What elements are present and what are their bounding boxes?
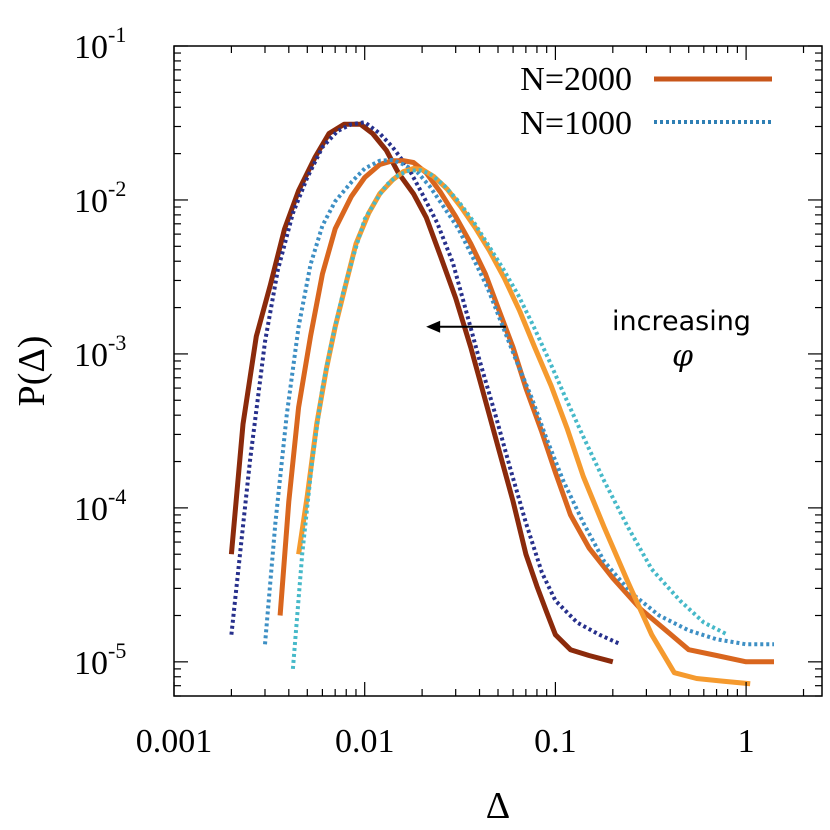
- annotation-text: increasing: [612, 306, 751, 337]
- y-tick-label: 10-4: [74, 484, 126, 528]
- x-tick-labels: 0.001 0.01 0.1 1: [136, 723, 755, 760]
- legend-label-n1000: N=1000: [520, 105, 632, 142]
- x-tick-label: 1: [738, 723, 755, 760]
- x-axis-title: Δ: [486, 785, 510, 827]
- series-line-5: [290, 168, 729, 670]
- annotation-arrowhead: [426, 320, 441, 333]
- plot-frame: [173, 45, 823, 697]
- series-line-0: [228, 121, 614, 665]
- x-tick-label: 0.01: [335, 723, 395, 760]
- y-tick-label: 10-2: [74, 176, 126, 220]
- series-layer: [228, 120, 774, 687]
- annotation-symbol: φ: [672, 339, 693, 374]
- x-tick-label: 0.1: [534, 723, 577, 760]
- x-tick-label: 0.001: [136, 723, 213, 760]
- legend: N=2000 N=1000: [520, 61, 772, 142]
- y-axis-title: P(Δ): [11, 336, 53, 407]
- legend-label-n2000: N=2000: [520, 61, 632, 98]
- series-line-1: [229, 120, 622, 647]
- y-tick-label: 10-5: [74, 638, 126, 682]
- y-tick-labels: 10-5 10-4 10-3 10-2 10-1: [74, 22, 126, 682]
- y-tick-label: 10-3: [74, 330, 126, 374]
- y-tick-label: 10-1: [74, 22, 126, 66]
- annotation: increasing φ: [426, 306, 751, 374]
